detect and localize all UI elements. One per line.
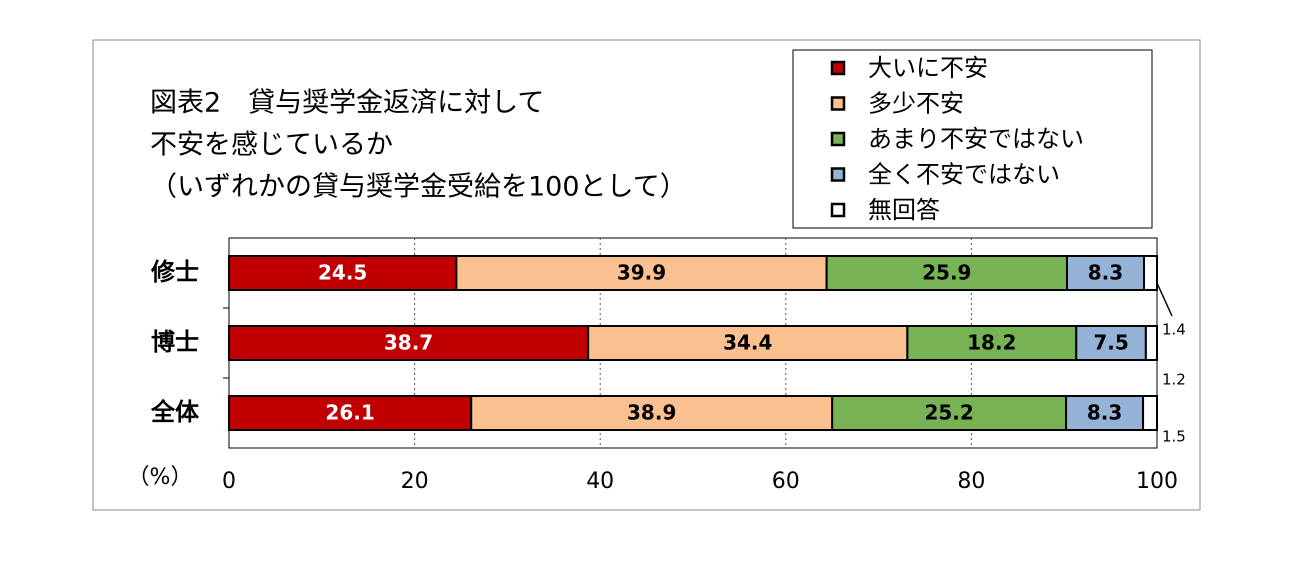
- value-label: 38.7: [384, 331, 433, 355]
- value-label: 1.5: [1162, 428, 1186, 446]
- legend-frame: [792, 49, 1153, 229]
- chart-title: 図表2 貸与奨学金返済に対して: [150, 88, 544, 119]
- leader-line: [1156, 282, 1173, 317]
- value-label: 8.3: [1088, 261, 1123, 285]
- value-label: 25.2: [924, 401, 973, 425]
- bar-segment: [825, 255, 1068, 291]
- legend-marker: [830, 96, 846, 111]
- legend-marker: [830, 167, 846, 182]
- bar-segment: [1075, 325, 1147, 361]
- value-label: 1.4: [1162, 321, 1186, 339]
- legend-label: 無回答: [868, 196, 940, 224]
- x-tick-label: 40: [586, 469, 614, 494]
- value-label: 39.9: [617, 261, 666, 285]
- value-label: 18.2: [967, 331, 1016, 355]
- y-tick-label: 博士: [151, 328, 199, 356]
- legend-label: あまり不安ではない: [868, 125, 1084, 153]
- legend-marker: [830, 131, 846, 147]
- legend-label: 多少不安: [868, 90, 964, 118]
- y-tick-label: 修士: [150, 258, 199, 286]
- bar-segment: [587, 325, 909, 361]
- value-label: 7.5: [1093, 331, 1128, 355]
- legend-label: 大いに不安: [868, 54, 988, 82]
- value-label: 34.4: [723, 331, 772, 355]
- chart-title: 不安を感じているか: [150, 130, 393, 161]
- x-tick-label: 60: [772, 469, 800, 494]
- bar-segment: [1142, 395, 1158, 431]
- x-tick-label: 80: [957, 469, 985, 494]
- bar-segment: [1144, 325, 1159, 361]
- chart-title: （いずれかの貸与奨学金受給を100として）: [150, 172, 687, 203]
- x-axis-label: （%）: [128, 465, 193, 490]
- value-label: 1.2: [1162, 371, 1186, 389]
- x-tick-label: 0: [222, 469, 236, 494]
- value-label: 25.9: [922, 261, 971, 285]
- bar-segment: [470, 395, 834, 431]
- value-label: 26.1: [325, 401, 374, 425]
- bar-segment: [228, 255, 458, 291]
- x-tick-label: 100: [1136, 469, 1178, 494]
- legend-marker: [830, 60, 846, 76]
- bar-segment: [831, 395, 1068, 431]
- value-label: 8.3: [1087, 401, 1122, 425]
- y-tick-label: 全体: [150, 398, 200, 426]
- value-label: 24.5: [318, 261, 367, 285]
- legend-marker: [830, 202, 846, 218]
- value-label: 38.9: [627, 401, 676, 425]
- x-tick-label: 20: [401, 469, 429, 494]
- bar-segment: [455, 255, 828, 291]
- legend-label: 全く不安ではない: [868, 161, 1060, 189]
- bar-segment: [1143, 255, 1159, 291]
